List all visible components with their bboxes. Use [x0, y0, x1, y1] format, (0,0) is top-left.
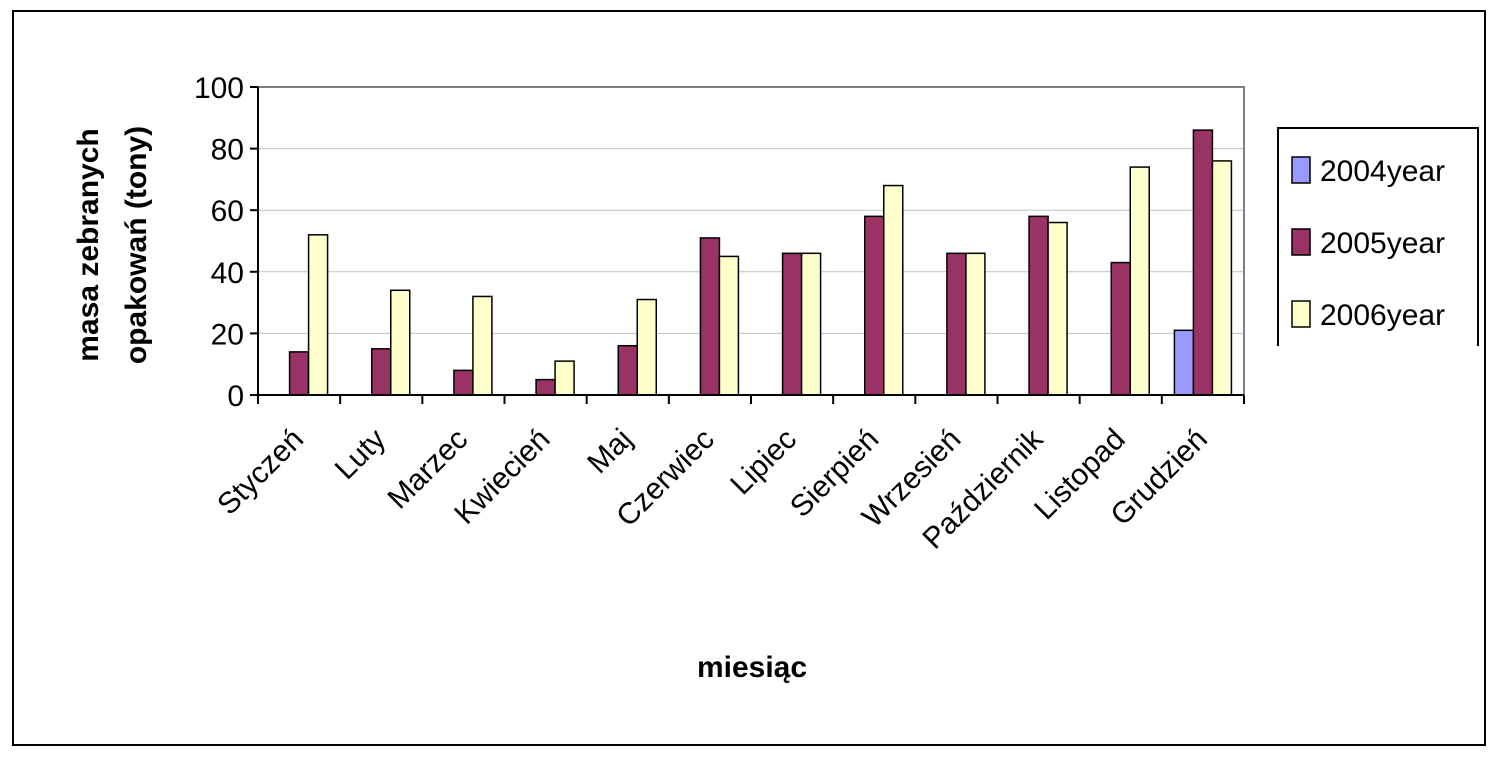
legend-label: 2006year [1320, 299, 1445, 332]
bars [288, 129, 1233, 396]
bar-2006year-1 [307, 234, 329, 396]
legend-swatch [1291, 156, 1311, 184]
legend-swatch [1291, 300, 1311, 328]
y-tick-label: 40 [211, 257, 244, 290]
y-tick-label: 0 [227, 380, 244, 413]
bar-2006year-10 [1047, 221, 1068, 396]
bar-2004year-12 [1173, 329, 1195, 396]
bar-2005year-11 [1110, 261, 1131, 396]
bar-2005year-8 [864, 215, 885, 396]
bar-2005year-12 [1192, 129, 1214, 396]
x-category-label: Lipiec [724, 423, 803, 502]
legend-label: 2004year [1320, 155, 1445, 188]
bar-2005year-2 [371, 348, 392, 396]
bar-2005year-5 [617, 344, 638, 396]
bar-2005year-6 [699, 237, 721, 396]
legend-box [1277, 127, 1479, 346]
y-axis-title-line2: opakowań (tony) [120, 126, 153, 364]
bar-2006year-3 [472, 295, 493, 396]
bar-2005year-9 [946, 252, 967, 396]
bar-2006year-9 [965, 252, 986, 396]
bar-2006year-2 [390, 289, 411, 396]
bar-2006year-7 [800, 252, 822, 396]
bar-2006year-4 [554, 360, 575, 396]
gridlines [258, 148, 1244, 334]
x-axis-title: miesiąc [697, 651, 807, 684]
legend-label: 2005year [1320, 227, 1445, 260]
bar-2005year-4 [535, 378, 556, 396]
axes [250, 86, 1245, 404]
y-axis-title-line1: masa zebranych [72, 128, 105, 361]
bar-2006year-8 [883, 184, 904, 396]
legend: 2004year 2005year 2006year [1277, 127, 1479, 346]
y-tick-label: 20 [211, 318, 244, 351]
bar-2005year-7 [781, 252, 803, 396]
y-tick-label: 80 [211, 134, 244, 167]
bar-2006year-11 [1129, 166, 1150, 396]
bar-2006year-6 [718, 255, 740, 396]
y-tick-labels: 0 20 40 60 80 100 [194, 72, 244, 413]
bar-2006year-5 [636, 298, 657, 396]
y-tick-label: 60 [211, 195, 244, 228]
legend-swatch [1291, 228, 1311, 256]
bar-2006year-12 [1211, 160, 1233, 396]
x-category-label: Styczeń [211, 423, 310, 522]
bar-2005year-10 [1028, 215, 1049, 396]
bar-2005year-1 [288, 351, 310, 396]
x-category-label: Luty [329, 423, 392, 486]
x-category-label: Maj [581, 423, 639, 481]
y-tick-label: 100 [194, 72, 244, 105]
bar-2005year-3 [453, 369, 474, 396]
